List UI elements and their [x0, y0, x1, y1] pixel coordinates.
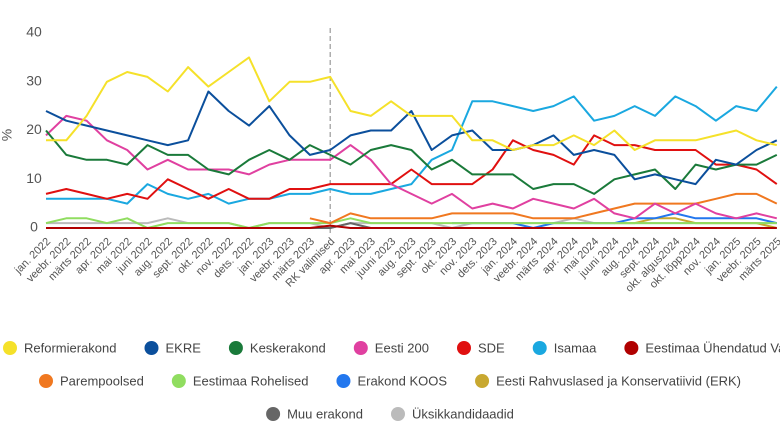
- legend-item: Erakond KOOS: [336, 373, 447, 388]
- legend-item: Muu erakond: [266, 406, 363, 421]
- legend-swatch: [532, 341, 547, 355]
- legend-swatch: [39, 374, 53, 388]
- legend-label: SDE: [478, 340, 505, 355]
- series-line: [46, 56, 778, 151]
- legend-swatch: [266, 407, 281, 421]
- series-line: [45, 217, 777, 229]
- series-line: [45, 90, 778, 186]
- legend-label: Isamaa: [554, 340, 597, 355]
- y-tick-label: 20: [26, 121, 42, 137]
- series-line: [45, 134, 778, 200]
- legend-label: Eesti 200: [375, 340, 429, 355]
- legend-label: Eesti Rahvuslased ja Konservatiivid (ERK…: [496, 373, 741, 388]
- legend-item: Eesti 200: [353, 340, 429, 355]
- series-line: [309, 192, 778, 225]
- legend-swatch: [336, 374, 351, 388]
- legend-swatch: [390, 407, 405, 421]
- series-line: [46, 224, 777, 229]
- legend-swatch: [353, 341, 368, 355]
- legend-item: Eestimaa Ühendatud Vasakpartei: [624, 340, 780, 355]
- legend-item: Keskerakond: [228, 340, 326, 355]
- legend-swatch: [144, 341, 159, 355]
- y-tick-label: 40: [26, 24, 42, 40]
- legend-label: EKRE: [166, 340, 202, 355]
- series-line: [46, 85, 778, 205]
- legend-swatch: [475, 374, 490, 388]
- legend-label: Parempoolsed: [60, 373, 144, 388]
- legend-item: Isamaa: [532, 340, 597, 355]
- legend-label: Reformierakond: [24, 340, 117, 355]
- series-line: [45, 129, 778, 195]
- legend-item: Eestimaa Rohelised: [171, 373, 309, 388]
- legend-swatch: [457, 341, 471, 355]
- legend-swatch: [228, 341, 243, 355]
- y-tick-label: 0: [30, 219, 38, 235]
- legend-item: Parempoolsed: [39, 373, 144, 388]
- legend-swatch: [3, 341, 17, 355]
- legend-swatch: [171, 374, 186, 388]
- y-tick-label: 30: [26, 72, 42, 88]
- legend-label: Üksikkandidaadid: [412, 406, 514, 421]
- y-axis-label: %: [0, 129, 15, 141]
- legend-swatch: [624, 341, 639, 355]
- legend-label: Eestimaa Rohelised: [193, 373, 309, 388]
- legend-label: Eestimaa Ühendatud Vasakpartei: [645, 340, 780, 355]
- legend-label: Erakond KOOS: [357, 373, 447, 388]
- legend-item: Üksikkandidaadid: [390, 406, 514, 421]
- legend-item: EKRE: [144, 340, 202, 355]
- legend-item: SDE: [457, 340, 505, 355]
- y-tick-label: 10: [26, 170, 42, 186]
- legend-label: Muu erakond: [287, 406, 363, 421]
- legend-item: Reformierakond: [3, 340, 117, 355]
- legend-label: Keskerakond: [250, 340, 326, 355]
- series-line: [45, 114, 778, 220]
- legend-item: Eesti Rahvuslased ja Konservatiivid (ERK…: [475, 373, 741, 388]
